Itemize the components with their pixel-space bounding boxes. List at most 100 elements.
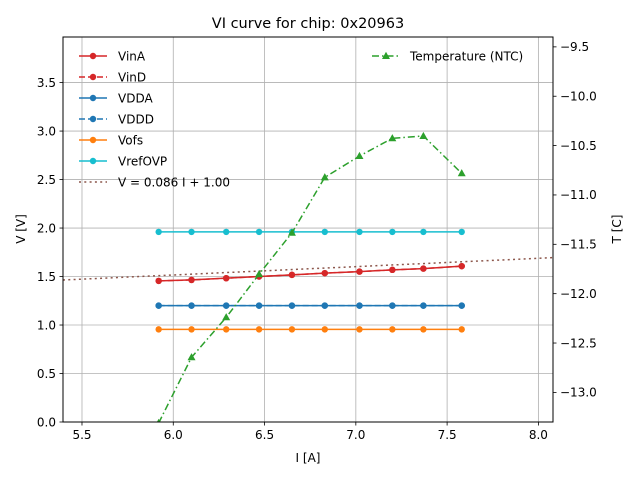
data-point [419, 131, 428, 139]
data-point [155, 326, 162, 333]
data-point [223, 326, 230, 333]
y-tick-label: 1.0 [37, 318, 56, 332]
y-tick-label: 3.5 [37, 76, 56, 90]
data-point [288, 271, 296, 279]
y-tick-label: 3.0 [37, 124, 56, 138]
legend-right: Temperature (NTC) [372, 50, 523, 64]
data-point [355, 151, 364, 159]
series-vofs [155, 326, 465, 333]
legend-swatch-marker [382, 51, 390, 59]
y-axis-label: V [V] [14, 214, 28, 244]
data-point [255, 302, 263, 309]
data-point [155, 302, 162, 309]
y2-tick-label: −10.0 [560, 90, 597, 104]
series-vddd [155, 302, 465, 309]
y2-tick-label: −9.5 [560, 40, 589, 54]
data-point [420, 265, 427, 272]
legend-item: V = 0.086 I + 1.00 [79, 176, 230, 190]
legend-item: Vofs [79, 134, 143, 148]
x-axis-label: I [A] [296, 451, 321, 465]
data-point [420, 228, 427, 236]
legend-label: VrefOVP [118, 155, 167, 169]
y2-tick-label: −11.5 [560, 238, 597, 252]
data-point [255, 228, 263, 236]
data-point [156, 418, 161, 422]
data-point [420, 326, 427, 333]
legend-swatch-marker [89, 157, 97, 165]
data-point [321, 326, 328, 333]
series-temperature-ntc [156, 131, 466, 422]
legend-item: VinD [79, 71, 146, 85]
data-point [356, 228, 363, 236]
legend-item: Temperature (NTC) [372, 50, 523, 64]
data-point [457, 169, 466, 177]
series-line [158, 135, 463, 422]
y-tick-label: 1.5 [37, 270, 56, 284]
data-point [223, 228, 230, 236]
plot-area [63, 131, 553, 422]
data-point [388, 134, 397, 142]
y2-axis-label: T [C] [610, 215, 624, 245]
ticks: 5.5 6.0 6.5 7.0 7.5 8.0 0.0 0.5 1.0 1.5 2.0 2.5 3.0 3… [37, 40, 597, 442]
data-point [320, 173, 329, 181]
x-tick-label: 8.0 [529, 428, 548, 442]
legend-swatch-marker [89, 52, 97, 60]
fit-line [63, 256, 553, 281]
legend-item: VDDD [79, 113, 154, 127]
data-point [188, 302, 195, 309]
legend-swatch-marker [89, 136, 97, 144]
y2-tick-label: −13.0 [560, 386, 597, 400]
legend-label: V = 0.086 I + 1.00 [118, 176, 230, 190]
chart-title: VI curve for chip: 0x20963 [212, 16, 404, 32]
x-tick-label: 6.5 [255, 428, 274, 442]
x-tick-label: 5.5 [72, 428, 91, 442]
data-point [288, 326, 296, 333]
data-point [458, 228, 465, 236]
series-layer [63, 131, 553, 422]
data-point [188, 326, 195, 333]
data-point [223, 302, 230, 309]
data-point [389, 266, 396, 274]
x-tick-label: 7.0 [346, 428, 365, 442]
data-point [420, 302, 427, 309]
legend-left: VinA VinD VDDA VDDD Vofs VrefOVP V = 0.086 I +… [79, 50, 230, 190]
x-tick-label: 7.5 [438, 428, 457, 442]
y2-tick-label: −10.5 [560, 139, 597, 153]
data-point [389, 302, 396, 309]
legend-swatch-marker [89, 94, 97, 102]
data-point [288, 302, 296, 309]
legend-item: VDDA [79, 92, 153, 106]
series-line [158, 265, 462, 282]
y-tick-label: 2.0 [37, 221, 56, 235]
y-tick-label: 0.5 [37, 367, 56, 381]
data-point [188, 228, 195, 236]
grid [63, 37, 553, 423]
data-point [458, 326, 465, 333]
data-point [458, 302, 465, 309]
legend-label: VinD [118, 71, 146, 85]
plot-frame [62, 36, 554, 423]
data-point [187, 353, 196, 361]
data-point [356, 302, 363, 309]
y-tick-label: 2.5 [37, 173, 56, 187]
data-point [255, 270, 264, 278]
legend-label: Temperature (NTC) [409, 50, 523, 64]
legend-swatch-marker [89, 115, 97, 123]
data-point [321, 228, 328, 236]
data-point [356, 268, 363, 275]
data-point [255, 326, 263, 333]
data-point [222, 313, 231, 321]
legend-label: Vofs [118, 134, 143, 148]
data-point [188, 276, 195, 284]
data-point [321, 269, 328, 277]
legend-label: VDDA [118, 92, 153, 106]
legend-label: VDDD [118, 113, 154, 127]
data-point [389, 326, 396, 333]
series-vrefovp [155, 228, 465, 236]
legend-item: VrefOVP [79, 155, 167, 169]
x-tick-label: 6.0 [164, 428, 183, 442]
data-point [155, 277, 162, 285]
data-point [287, 228, 296, 236]
